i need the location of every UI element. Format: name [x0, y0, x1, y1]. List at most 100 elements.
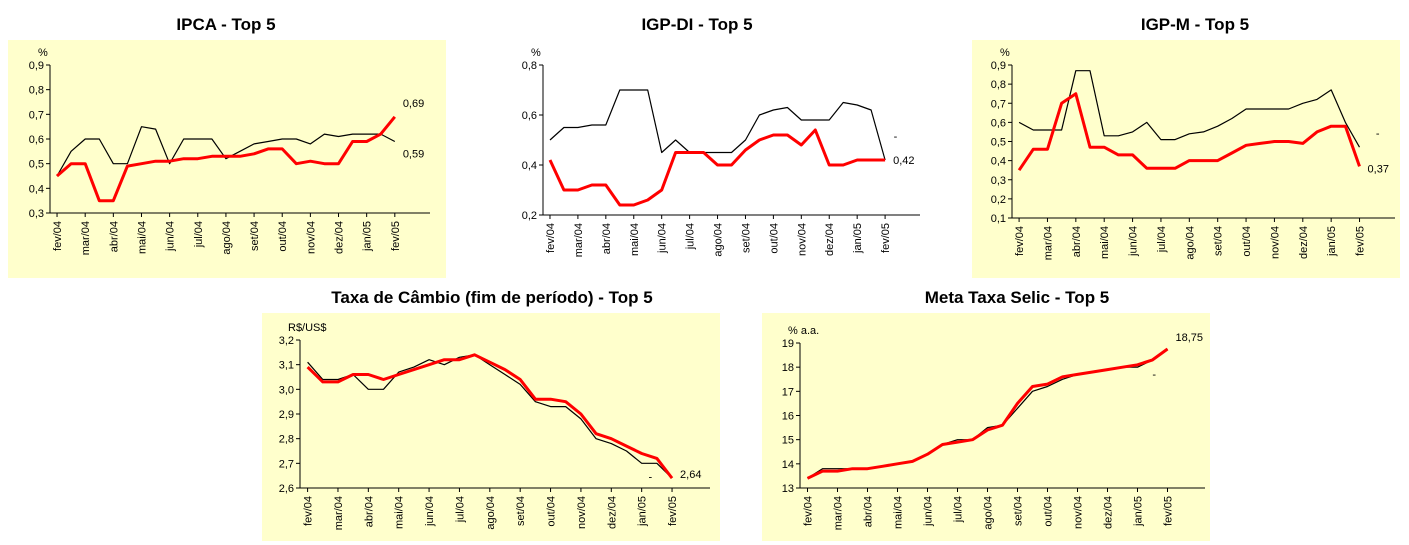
x-tick-label: mai/04 — [1099, 226, 1111, 259]
x-tick-label: fev/04 — [303, 496, 315, 526]
y-tick-label: 3,2 — [279, 335, 294, 347]
x-tick-label: jan/05 — [362, 221, 374, 252]
x-tick-label: mai/04 — [629, 223, 641, 256]
y-tick-label: 0,6 — [522, 110, 537, 122]
end-label: 0,59 — [403, 148, 424, 160]
y-tick-label: 18 — [782, 362, 794, 374]
series-line — [1018, 70, 1361, 148]
y-tick-label: 0,4 — [29, 183, 44, 195]
x-tick-label: fev/05 — [667, 496, 679, 526]
chart-title: IGP-M - Top 5 — [1141, 15, 1249, 34]
x-tick-label: mar/04 — [573, 223, 585, 257]
x-tick-label: mar/04 — [833, 496, 845, 530]
series-line — [56, 126, 396, 177]
x-tick-label: out/04 — [1043, 496, 1055, 527]
x-tick-label: jul/04 — [193, 221, 205, 248]
annotation: - — [894, 131, 898, 143]
x-tick-label: jul/04 — [953, 496, 965, 523]
x-tick-label: ago/04 — [221, 221, 233, 255]
x-tick-label: fev/05 — [390, 221, 402, 251]
annotation: - — [649, 472, 653, 484]
y-tick-label: 0,1 — [991, 213, 1006, 225]
x-tick-label: dez/04 — [1298, 226, 1310, 259]
x-tick-label: fev/04 — [803, 496, 815, 526]
y-tick-label: 0,7 — [29, 109, 44, 121]
y-tick-label: 0,6 — [991, 117, 1006, 129]
y-tick-label: 0,8 — [991, 79, 1006, 91]
series-line — [56, 115, 396, 203]
end-label: 0,37 — [1368, 163, 1389, 175]
y-tick-label: 0,6 — [29, 134, 44, 146]
x-tick-label: set/04 — [249, 221, 261, 251]
x-tick-label: mar/04 — [80, 221, 92, 255]
y-unit: % — [38, 47, 48, 59]
x-tick-label: jun/04 — [923, 496, 935, 527]
end-label: 0,42 — [893, 155, 914, 167]
x-tick-label: out/04 — [1241, 226, 1253, 257]
y-tick-label: 3,0 — [279, 384, 294, 396]
x-tick-label: out/04 — [768, 223, 780, 254]
x-tick-label: dez/04 — [824, 223, 836, 256]
y-unit: % — [1000, 47, 1010, 59]
x-tick-label: jan/05 — [1133, 496, 1145, 527]
y-tick-label: 19 — [782, 338, 794, 350]
series-line — [549, 89, 886, 161]
x-tick-label: abr/04 — [601, 223, 613, 254]
panel-background — [762, 313, 1210, 541]
x-tick-label: out/04 — [277, 221, 289, 252]
panel-background — [972, 40, 1400, 278]
x-tick-label: set/04 — [1213, 226, 1225, 256]
x-tick-label: jan/05 — [852, 223, 864, 254]
x-tick-label: jun/04 — [657, 223, 669, 254]
x-tick-label: set/04 — [740, 223, 752, 253]
y-tick-label: 0,9 — [29, 60, 44, 72]
y-tick-label: 2,6 — [279, 483, 294, 495]
y-tick-label: 16 — [782, 411, 794, 423]
y-tick-label: 0,2 — [991, 194, 1006, 206]
x-tick-label: jun/04 — [1128, 226, 1140, 257]
x-tick-label: nov/04 — [305, 221, 317, 254]
x-tick-label: abr/04 — [863, 496, 875, 527]
y-tick-label: 15 — [782, 435, 794, 447]
x-tick-label: fev/05 — [1163, 496, 1175, 526]
x-tick-label: jul/04 — [685, 223, 697, 250]
y-tick-label: 0,8 — [522, 60, 537, 72]
x-tick-label: nov/04 — [796, 223, 808, 256]
x-tick-label: fev/05 — [880, 223, 892, 253]
y-tick-label: 0,3 — [991, 175, 1006, 187]
x-tick-label: dez/04 — [1103, 496, 1115, 529]
y-tick-label: 0,5 — [29, 159, 44, 171]
y-unit: % — [531, 47, 541, 59]
y-tick-label: 2,7 — [279, 458, 294, 470]
y-tick-label: 14 — [782, 459, 794, 471]
end-label: 2,64 — [680, 469, 701, 481]
annotation: - — [1152, 369, 1156, 381]
y-tick-label: 0,4 — [522, 160, 537, 172]
x-tick-label: mar/04 — [333, 496, 345, 530]
x-tick-label: nov/04 — [1269, 226, 1281, 259]
series-line — [548, 128, 886, 207]
x-tick-label: nov/04 — [1073, 496, 1085, 529]
chart-title: Meta Taxa Selic - Top 5 — [925, 288, 1110, 307]
x-tick-label: ago/04 — [1184, 226, 1196, 260]
chart-title: IGP-DI - Top 5 — [641, 15, 752, 34]
y-tick-label: 17 — [782, 386, 794, 398]
x-tick-label: fev/04 — [545, 223, 557, 253]
y-tick-label: 0,2 — [522, 210, 537, 222]
x-tick-label: fev/04 — [52, 221, 64, 251]
x-tick-label: ago/04 — [713, 223, 725, 257]
x-tick-label: dez/04 — [334, 221, 346, 254]
x-tick-label: mai/04 — [136, 221, 148, 254]
x-tick-label: dez/04 — [606, 496, 618, 529]
y-tick-label: 2,9 — [279, 409, 294, 421]
x-tick-label: ago/04 — [983, 496, 995, 530]
x-tick-label: set/04 — [515, 496, 527, 526]
x-tick-label: jun/04 — [424, 496, 436, 527]
x-tick-label: jan/05 — [1326, 226, 1338, 257]
chart-title: Taxa de Câmbio (fim de período) - Top 5 — [331, 288, 652, 307]
y-tick-label: 0,4 — [991, 156, 1006, 168]
y-unit: % a.a. — [788, 325, 819, 337]
x-tick-label: jul/04 — [454, 496, 466, 523]
end-label: 0,69 — [403, 98, 424, 110]
panel-background — [262, 313, 720, 541]
